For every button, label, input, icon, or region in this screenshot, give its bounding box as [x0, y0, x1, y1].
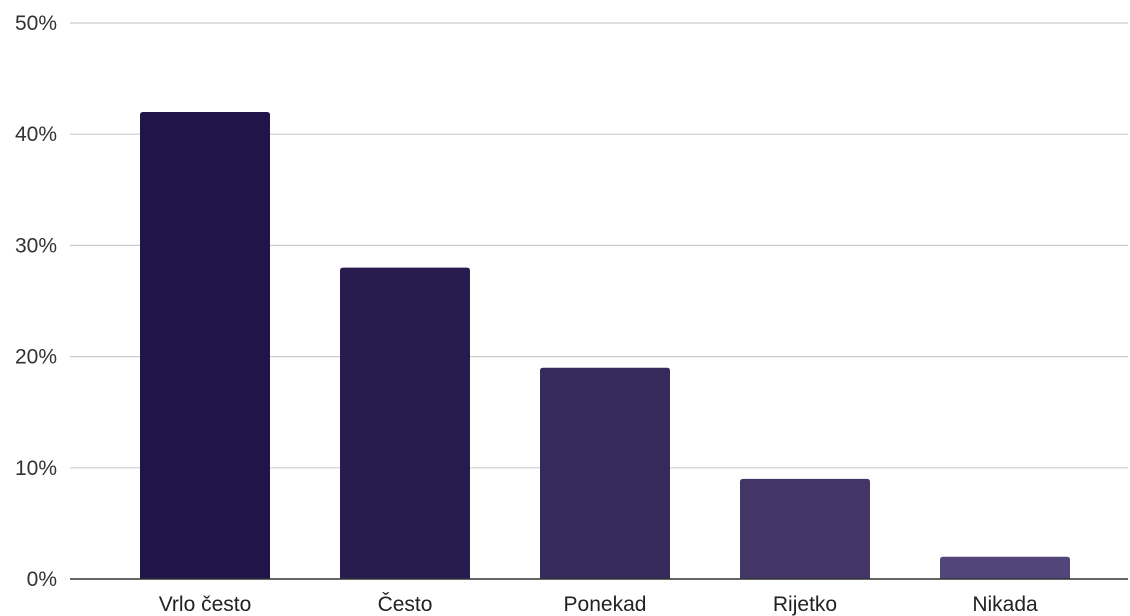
- x-category-label: Vrlo često: [159, 593, 252, 616]
- y-axis-tick-labels: 0% 10% 20% 30% 40% 50%: [15, 12, 57, 591]
- y-tick-label: 40%: [15, 123, 57, 146]
- bar-1: [140, 111, 270, 580]
- y-tick-label: 0%: [27, 568, 57, 591]
- bar-2: [340, 267, 470, 579]
- x-axis-category-labels: Vrlo često Često Ponekad Rijetko Nikada: [159, 593, 1038, 616]
- y-tick-label: 30%: [15, 234, 57, 257]
- bars: [140, 111, 1070, 580]
- x-category-label: Često: [378, 593, 433, 616]
- bar-3: [540, 367, 670, 579]
- x-category-label: Rijetko: [773, 593, 837, 616]
- y-tick-label: 50%: [15, 12, 57, 35]
- bar-4: [740, 478, 870, 579]
- x-category-label: Ponekad: [564, 593, 647, 616]
- x-category-label: Nikada: [972, 593, 1038, 616]
- y-tick-label: 10%: [15, 457, 57, 480]
- y-tick-label: 20%: [15, 346, 57, 369]
- bar-5: [940, 556, 1070, 579]
